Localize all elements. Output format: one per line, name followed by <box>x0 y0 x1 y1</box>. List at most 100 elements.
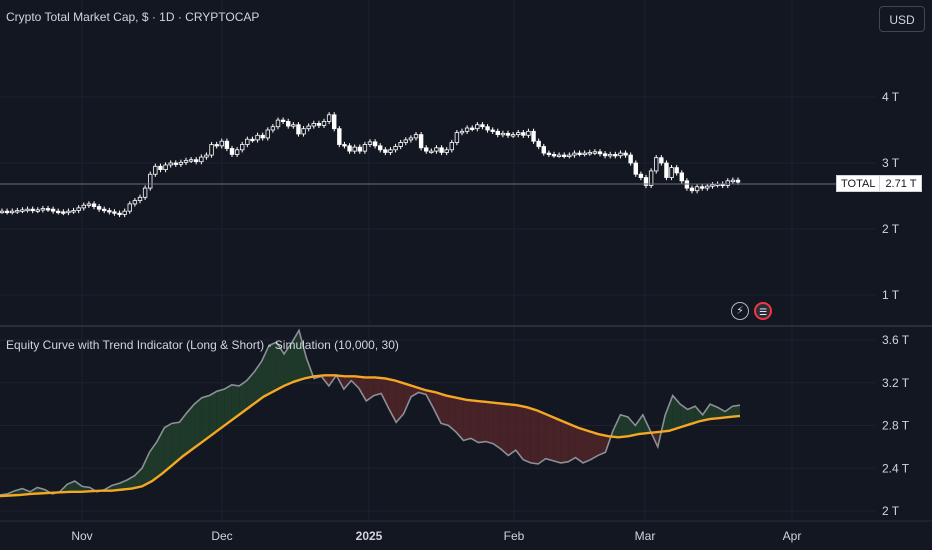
equity-fill-segment <box>590 431 598 460</box>
time-tick-label: Apr <box>783 529 802 543</box>
equity-fill-segment <box>695 406 703 423</box>
equity-fill-segment <box>583 429 591 463</box>
candle-body <box>495 130 500 136</box>
candle-body <box>700 186 705 189</box>
equity-fill-segment <box>164 423 172 472</box>
candle-body <box>326 114 332 122</box>
candle-body <box>137 196 143 202</box>
trend-line <box>0 374 741 498</box>
candle-body <box>127 203 132 212</box>
candle-body <box>439 147 444 153</box>
us-flag-icon[interactable]: ☰ <box>754 302 772 320</box>
candle-body <box>219 140 224 147</box>
candle-body <box>301 128 306 135</box>
time-tick-label: Feb <box>504 529 525 543</box>
price-tick-label: 3 T <box>882 156 900 170</box>
equity-fill-segment <box>239 380 247 415</box>
candle-body <box>245 138 250 145</box>
candle-body <box>56 210 61 214</box>
candle-body <box>265 129 270 139</box>
candle-body <box>280 119 286 122</box>
candle-body <box>321 121 327 126</box>
indicator-tick-label: 2 T <box>882 504 900 518</box>
candle-body <box>577 152 582 156</box>
currency-button[interactable]: USD <box>879 6 925 32</box>
candle-body <box>541 146 546 154</box>
indicator-tick-label: 3.6 T <box>882 333 910 347</box>
time-tick-label: Nov <box>71 529 92 543</box>
time-axis[interactable]: Nov Dec 2025 Feb Mar Apr <box>0 520 932 543</box>
candle-body <box>194 159 199 163</box>
candle-body <box>613 154 618 157</box>
candle-body <box>148 173 153 189</box>
candle-body <box>393 146 398 151</box>
equity-fill-segment <box>478 401 486 443</box>
candle-body <box>260 134 265 139</box>
candle-body <box>306 125 311 130</box>
equity-fill-segment <box>485 401 494 444</box>
candle-body <box>679 172 684 182</box>
candle-body <box>4 210 10 214</box>
candle-body <box>71 210 76 213</box>
equity-fill-segment <box>448 396 456 432</box>
equity-fill-segment <box>284 343 292 386</box>
equity-fill-segment <box>403 383 412 414</box>
equity-fill-segment <box>538 410 546 464</box>
equity-fill-segment <box>672 395 681 430</box>
equity-fill-segment <box>171 422 180 466</box>
candle-body <box>45 208 51 211</box>
candle-body <box>546 152 552 156</box>
candle-body <box>275 119 281 128</box>
equity-fill-segment <box>216 389 225 432</box>
equity-fill-segment <box>179 412 187 460</box>
candle-body <box>659 157 664 164</box>
indicator-title[interactable]: Equity Curve with Trend Indicator (Long … <box>6 338 399 352</box>
candle-body <box>572 152 577 156</box>
equity-fill-segment <box>441 393 449 426</box>
candle-body <box>188 159 194 162</box>
equity-curve-pane <box>0 328 741 498</box>
equity-fill-segment <box>433 391 442 424</box>
candle-body <box>567 154 572 157</box>
candlestick-series <box>0 112 741 218</box>
candle-body <box>25 208 30 212</box>
equity-fill-segment <box>732 405 740 417</box>
candle-body <box>429 150 434 154</box>
candle-body <box>209 144 214 156</box>
candle-body <box>357 146 362 152</box>
indicator-tick-label: 3.2 T <box>882 376 910 390</box>
candle-body <box>347 145 352 152</box>
price-tick-label: 2 T <box>882 222 900 236</box>
candle-body <box>50 208 56 212</box>
price-axis[interactable]: 4 T 3 T 2 T 1 T <box>882 90 900 302</box>
candle-body <box>270 126 276 131</box>
candle-body <box>112 211 117 214</box>
equity-fill-segment <box>500 403 509 456</box>
candle-body <box>383 149 388 153</box>
candle-body <box>669 167 674 178</box>
candle-body <box>352 146 357 152</box>
equity-fill-segment <box>545 414 554 461</box>
candle-body <box>536 140 541 147</box>
equity-fill-segment <box>156 427 165 478</box>
equity-fill-segment <box>665 395 673 432</box>
candle-body <box>730 179 736 183</box>
candle-body <box>337 128 342 145</box>
equity-fill-segment <box>463 399 471 441</box>
equity-fill-segment <box>523 406 531 463</box>
grid-lines <box>0 0 875 520</box>
lightning-icon[interactable]: ⚡ <box>731 302 749 320</box>
candle-body <box>505 132 511 136</box>
equity-fill-segment <box>381 378 389 409</box>
candle-body <box>602 153 608 157</box>
indicator-axis[interactable]: 3.6 T 3.2 T 2.8 T 2.4 T 2 T <box>882 333 910 518</box>
candle-body <box>173 162 178 165</box>
equity-fill-segment <box>620 414 628 438</box>
candle-body <box>582 152 587 156</box>
equity-fill-segment <box>717 407 726 419</box>
candle-body <box>224 140 230 149</box>
equity-fill-segment <box>201 395 210 443</box>
price-tag: TOTAL 2.71 T <box>836 175 923 192</box>
candle-body <box>521 132 526 136</box>
